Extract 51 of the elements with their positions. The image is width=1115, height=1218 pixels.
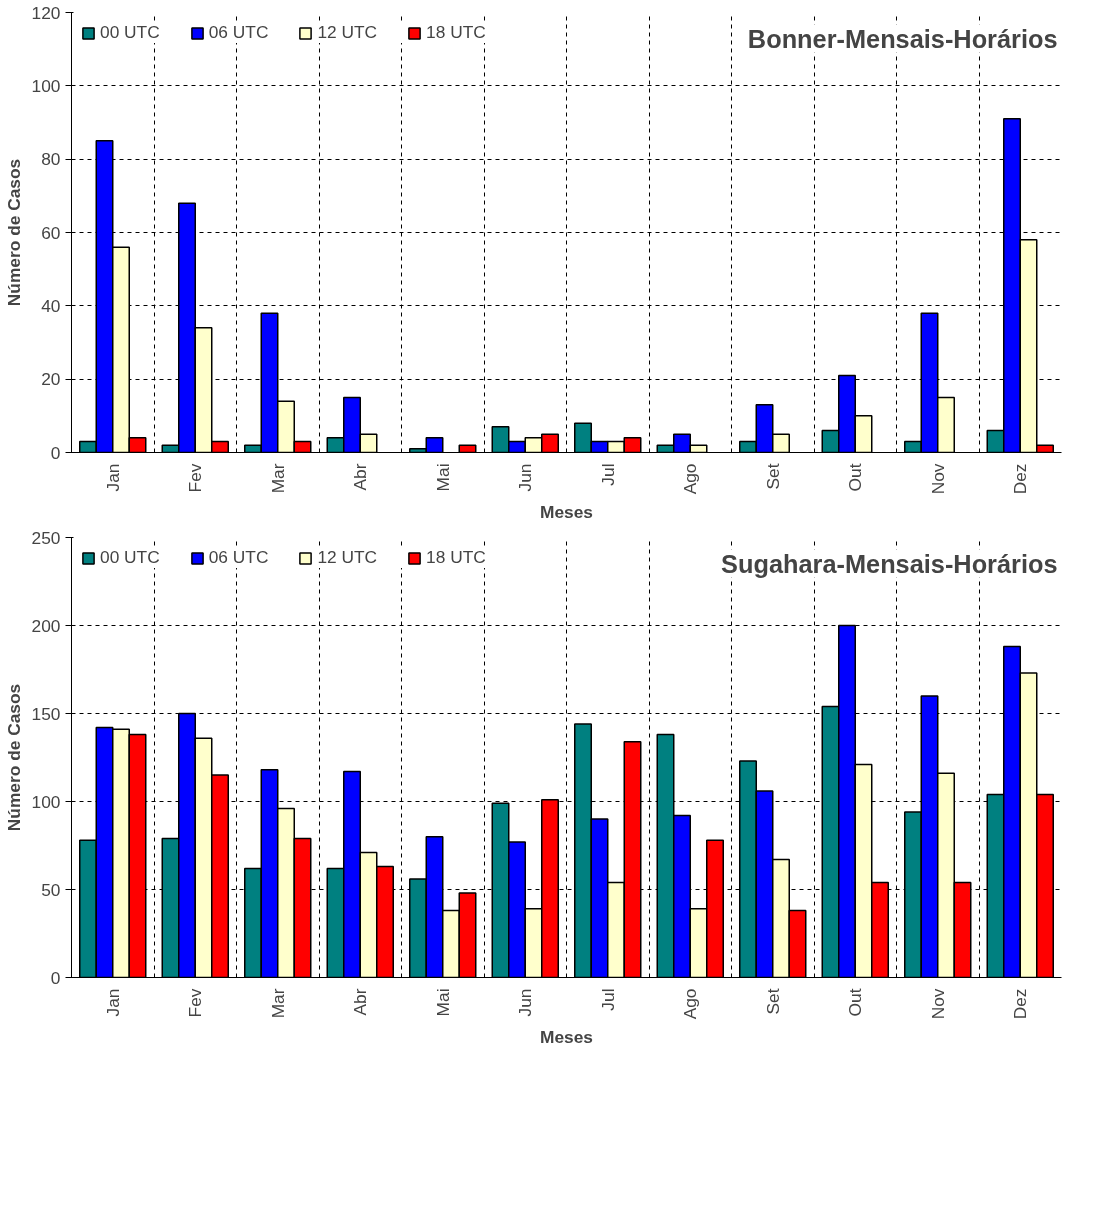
y-tick-label: 0 bbox=[50, 442, 61, 463]
x-tick-label: Jul bbox=[597, 988, 618, 1011]
legend-label: 18 UTC bbox=[426, 547, 486, 568]
y-tick-label: 80 bbox=[41, 149, 61, 170]
y-tick-label: 120 bbox=[31, 2, 61, 23]
x-tick-label: Ago bbox=[680, 463, 701, 495]
x-axis-title: Meses bbox=[540, 502, 593, 523]
x-tick-label: Jan bbox=[102, 988, 123, 1017]
text: Sugahara-Mensais-Horários bbox=[721, 549, 1058, 578]
legend-label: 12 UTC bbox=[317, 547, 378, 568]
legend-label: 06 UTC bbox=[208, 22, 269, 43]
x-tick-label: Abr bbox=[350, 463, 371, 491]
x-tick-label: Set bbox=[762, 463, 783, 490]
x-tick-label: Fev bbox=[185, 463, 206, 493]
x-tick-label: Jun bbox=[515, 463, 536, 492]
legend-label: 12 UTC bbox=[317, 22, 378, 43]
y-tick-label: 40 bbox=[41, 295, 61, 316]
legend-label: 00 UTC bbox=[100, 547, 160, 568]
text: Bonner-Mensais-Horários bbox=[747, 24, 1058, 53]
x-tick-label: Mar bbox=[267, 988, 288, 1019]
x-tick-label: Out bbox=[845, 988, 866, 1017]
y-tick-label: 100 bbox=[31, 75, 61, 96]
x-tick-label: Jun bbox=[515, 988, 536, 1017]
x-axis-title: Meses bbox=[540, 1027, 593, 1048]
x-tick-label: Jan bbox=[102, 463, 123, 492]
x-tick-label: Fev bbox=[185, 988, 206, 1018]
y-tick-label: 20 bbox=[41, 369, 61, 390]
x-tick-label: Mai bbox=[432, 988, 453, 1017]
y-axis-title: Número de Casos bbox=[3, 158, 24, 307]
x-tick-label: Dez bbox=[1010, 988, 1031, 1020]
y-tick-label: 150 bbox=[31, 703, 61, 724]
x-tick-label: Nov bbox=[927, 463, 948, 495]
x-tick-label: Mai bbox=[432, 463, 453, 492]
x-tick-label: Nov bbox=[927, 988, 948, 1020]
x-tick-label: Dez bbox=[1010, 463, 1031, 495]
x-tick-label: Abr bbox=[350, 988, 371, 1016]
x-tick-label: Out bbox=[845, 463, 866, 492]
x-tick-label: Jul bbox=[597, 463, 618, 486]
x-tick-label: Mar bbox=[267, 463, 288, 494]
x-tick-label: Set bbox=[762, 988, 783, 1015]
y-tick-label: 100 bbox=[31, 791, 61, 812]
y-axis-title: Número de Casos bbox=[3, 683, 24, 832]
legend-label: 00 UTC bbox=[100, 22, 160, 43]
legend-label: 06 UTC bbox=[208, 547, 269, 568]
y-tick-label: 0 bbox=[50, 967, 61, 988]
y-tick-label: 200 bbox=[31, 615, 61, 636]
y-tick-label: 50 bbox=[41, 879, 61, 900]
y-tick-label: 250 bbox=[31, 527, 61, 548]
x-tick-label: Ago bbox=[680, 988, 701, 1020]
legend-label: 18 UTC bbox=[426, 22, 486, 43]
y-tick-label: 60 bbox=[41, 222, 61, 243]
